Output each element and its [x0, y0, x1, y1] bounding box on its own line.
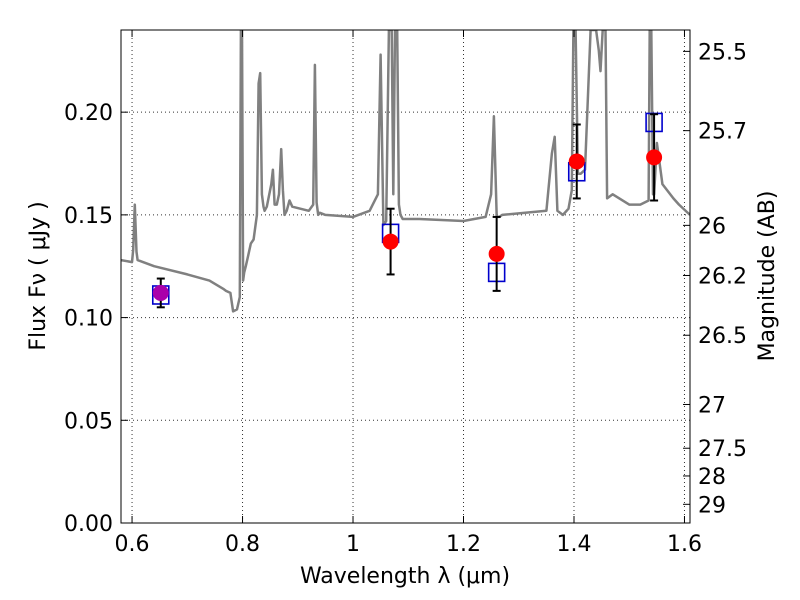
- x-tick-label: 1: [346, 532, 360, 557]
- spectrum-line: [121, 30, 690, 313]
- right-axis-title: Magnitude (AB): [755, 191, 780, 362]
- plot-frame: [120, 29, 691, 524]
- data-point: [646, 149, 663, 166]
- right-tick-label: 25.7: [698, 120, 747, 145]
- y-tick-label: 0.10: [64, 307, 113, 332]
- right-tick-label: 27: [698, 393, 726, 418]
- plot-area: [121, 30, 690, 313]
- right-tick-label: 26: [698, 214, 726, 239]
- right-tick-label: 28: [698, 465, 726, 490]
- data-point: [382, 233, 399, 250]
- y-tick-label: 0.05: [64, 409, 113, 434]
- x-tick-label: 1.2: [446, 532, 481, 557]
- x-tick-label: 1.4: [556, 532, 591, 557]
- grid: [121, 30, 690, 524]
- y-axis-title: Flux Fν ( μJy ): [26, 201, 51, 350]
- data-point: [152, 284, 169, 301]
- x-tick-label: 0.6: [115, 532, 150, 557]
- x-axis-title: Wavelength λ (μm): [300, 564, 510, 589]
- y-tick-label: 0.00: [64, 512, 113, 537]
- y-tick-label: 0.15: [64, 204, 113, 229]
- right-tick-label: 29: [698, 493, 726, 518]
- data-point: [488, 245, 505, 262]
- y-tick-label: 0.20: [64, 101, 113, 126]
- right-tick-label: 25.5: [698, 40, 747, 65]
- right-tick-label: 26.2: [698, 264, 747, 289]
- data-point: [568, 153, 585, 170]
- axis-ticks: 0.6 0.8 1 1.2 1.4 1.6 0.00 0.05 0.10 0.15 0.20 25.5…: [64, 30, 747, 557]
- x-tick-label: 1.6: [667, 532, 702, 557]
- right-tick-label: 26.5: [698, 324, 747, 349]
- right-tick-label: 27.5: [698, 437, 747, 462]
- x-tick-label: 0.8: [225, 532, 260, 557]
